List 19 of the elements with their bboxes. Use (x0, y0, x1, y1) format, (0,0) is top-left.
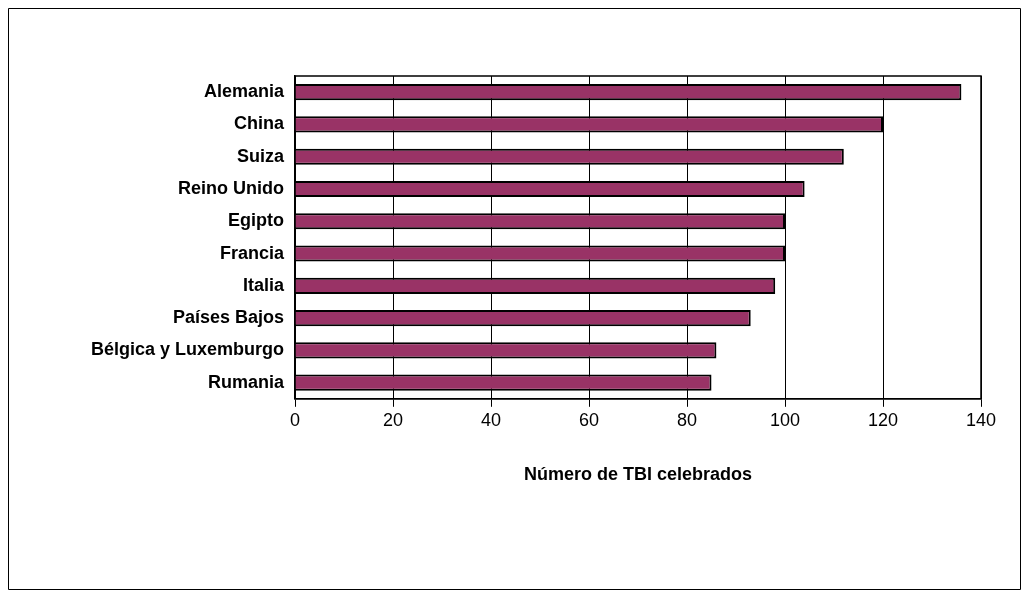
y-tick-label: Suiza (237, 145, 286, 166)
y-tick-label: Reino Unido (178, 177, 285, 198)
x-tick-label: 20 (383, 409, 404, 430)
y-tick-label: Rumania (208, 371, 286, 392)
y-tick-label: Bélgica y Luxemburgo (91, 339, 285, 360)
x-tick-label: 140 (965, 409, 997, 430)
y-tick-label: Alemania (204, 81, 286, 102)
y-tick-label: China (234, 113, 286, 134)
x-axis-title: Número de TBI celebrados (523, 464, 753, 485)
y-tick-label: Francia (220, 242, 286, 263)
x-tick-label: 0 (290, 409, 301, 430)
y-tick-label: Italia (243, 274, 286, 295)
x-tick-label: 120 (867, 409, 899, 430)
x-tick-label: 80 (677, 409, 698, 430)
x-tick-label: 100 (769, 409, 801, 430)
x-tick-label: 60 (579, 409, 600, 430)
x-tick-label: 40 (481, 409, 502, 430)
y-tick-label: Egipto (228, 210, 285, 231)
y-tick-label: Países Bajos (172, 307, 285, 328)
